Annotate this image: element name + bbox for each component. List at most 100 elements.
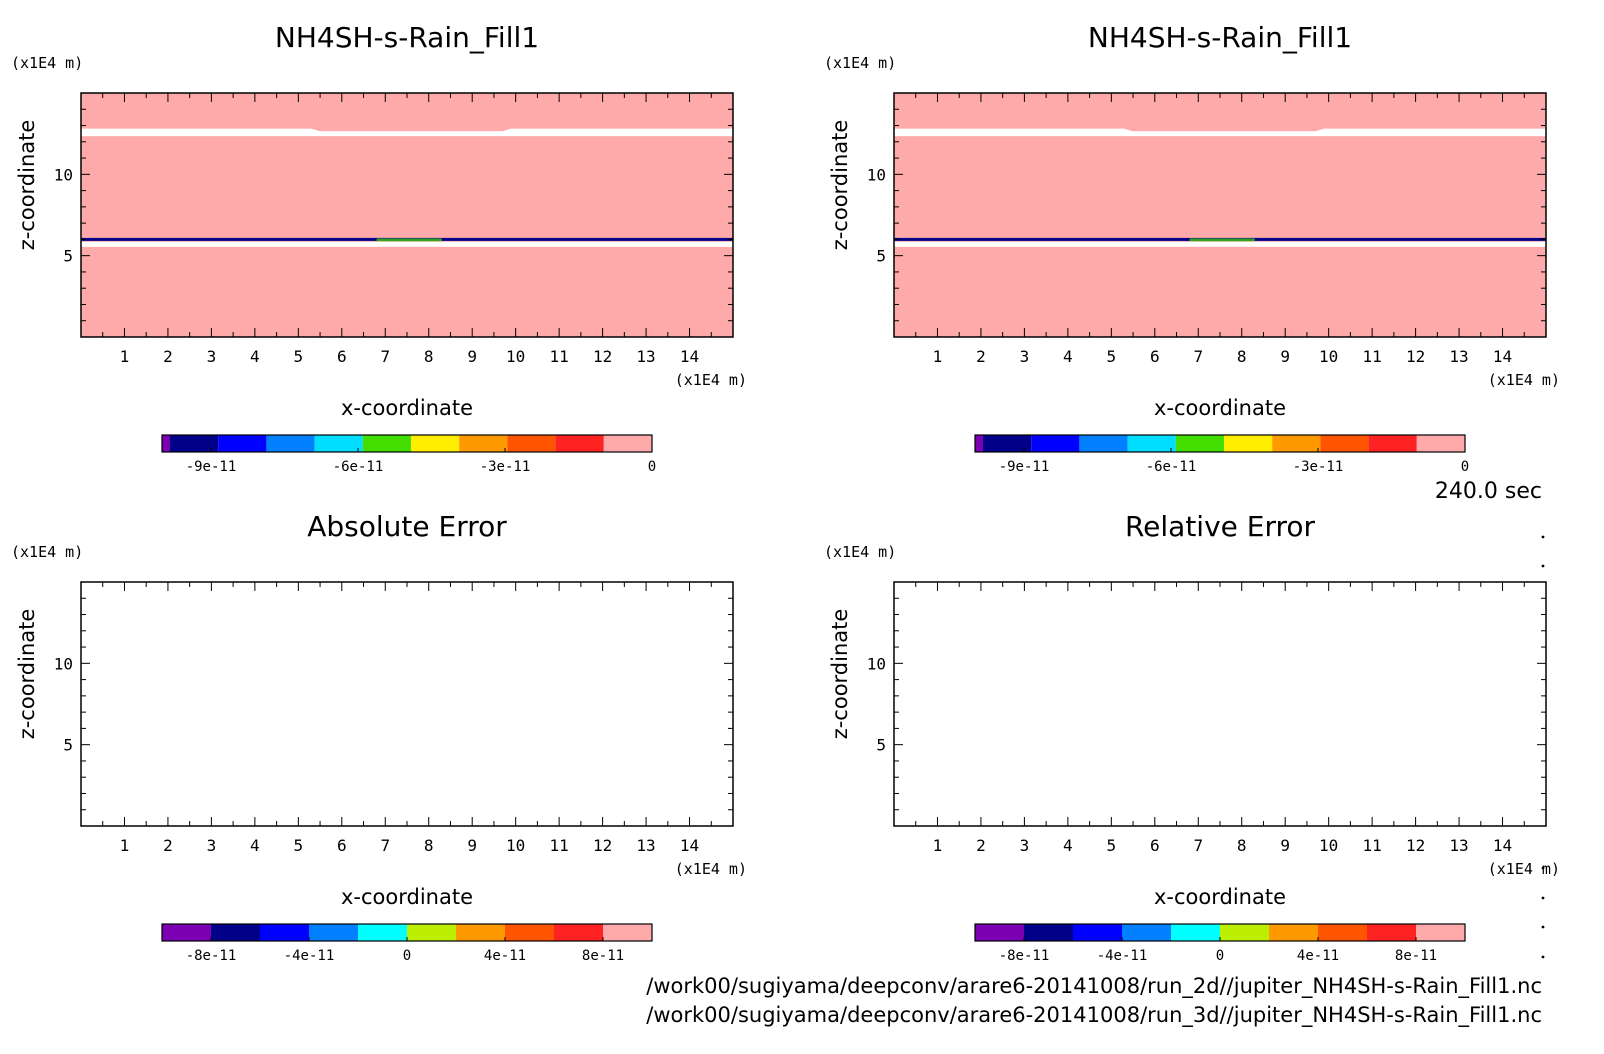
x-tick-label: 9 xyxy=(1280,836,1290,855)
x-tick-label: 8 xyxy=(1237,836,1247,855)
x-tick-label: 10 xyxy=(1319,836,1338,855)
x-tick-label: 6 xyxy=(337,347,347,366)
heatmap-feature-upper-edge xyxy=(81,128,733,132)
x-tick-label: 13 xyxy=(1449,347,1468,366)
x-tick-label: 4 xyxy=(1063,347,1073,366)
panel-title: Relative Error xyxy=(1125,510,1316,543)
colorbar: -8e-11 -4e-11 0 4e-11 8e-11 xyxy=(161,923,653,964)
x-tick-label: 13 xyxy=(636,836,655,855)
colorbar-segment xyxy=(411,435,460,452)
colorbar-segment xyxy=(603,924,652,941)
x-tick-label: 12 xyxy=(1406,347,1425,366)
colorbar-tick-label: -3e-11 xyxy=(1293,459,1344,475)
y-tick-label: 10 xyxy=(54,654,73,673)
heatmap-field xyxy=(81,582,733,826)
y-tick-label: 5 xyxy=(876,736,886,755)
x-tick-label: 14 xyxy=(1493,347,1512,366)
colorbar-segment xyxy=(1416,435,1465,452)
x-tick-label: 13 xyxy=(636,347,655,366)
x-tick-label: 6 xyxy=(1150,347,1160,366)
colorbar-segment xyxy=(314,435,363,452)
x-tick-label: 4 xyxy=(250,836,260,855)
margin-dot xyxy=(1541,535,1545,539)
colorbar-tick-label: -6e-11 xyxy=(1146,459,1197,475)
colorbar-segment xyxy=(362,435,411,452)
colorbar-segment xyxy=(358,924,407,941)
x-tick-label: 9 xyxy=(467,836,477,855)
x-tick-label: 7 xyxy=(1193,836,1203,855)
x-tick-label: 12 xyxy=(593,836,612,855)
y-tick-label: 5 xyxy=(63,247,73,266)
panel-bottom-right: Relative Error(x1E4 m)1 2 3 4 5 6 7 8 9 10 11 12 13 1… xyxy=(824,510,1560,964)
x-tick-label: 14 xyxy=(680,836,699,855)
colorbar-frame xyxy=(974,434,1466,453)
colorbar-segment xyxy=(975,924,1024,941)
x-tick-label: 8 xyxy=(1237,347,1247,366)
y-tick-label: 5 xyxy=(876,247,886,266)
colorbar-segment xyxy=(162,924,211,941)
heatmap-feature-upper-gap xyxy=(894,131,1546,137)
heatmap-feature-green-patch xyxy=(376,238,442,242)
colorbar-segment xyxy=(1171,924,1220,941)
panel-title: Absolute Error xyxy=(307,510,507,543)
x-tick-label: 1 xyxy=(933,836,943,855)
z-unit-label: (x1E4 m) xyxy=(11,543,83,561)
colorbar: -9e-11 -6e-11 -3e-11 0 xyxy=(974,434,1469,475)
x-tick-label: 8 xyxy=(424,347,434,366)
x-tick-label: 1 xyxy=(120,347,130,366)
colorbar-segment xyxy=(507,435,556,452)
colorbar-segment xyxy=(407,924,456,941)
margin-dot xyxy=(1541,896,1545,900)
x-tick-label: 6 xyxy=(337,836,347,855)
colorbar-segment xyxy=(170,435,219,452)
x-tick-label: 2 xyxy=(976,347,986,366)
x-tick-label: 3 xyxy=(207,836,217,855)
file-path-1: /work00/sugiyama/deepconv/arare6-2014100… xyxy=(646,974,1542,999)
x-tick-label: 7 xyxy=(1193,347,1203,366)
y-tick-label: 5 xyxy=(63,736,73,755)
x-axis-label: x-coordinate xyxy=(341,885,473,909)
x-tick-label: 3 xyxy=(1020,836,1030,855)
colorbar-segment xyxy=(554,924,603,941)
heatmap-feature-lower-gap xyxy=(81,241,733,247)
x-tick-label: 11 xyxy=(1363,347,1382,366)
colorbar-segment xyxy=(1024,924,1073,941)
colorbar-tick-label: -9e-11 xyxy=(999,459,1050,475)
z-unit-label: (x1E4 m) xyxy=(824,54,896,72)
colorbar-segment xyxy=(1073,924,1122,941)
x-tick-label: 8 xyxy=(424,836,434,855)
x-unit-label: (x1E4 m) xyxy=(675,860,747,878)
colorbar-segment xyxy=(505,924,554,941)
panel-title: NH4SH-s-Rain_Fill1 xyxy=(275,21,539,54)
x-tick-label: 7 xyxy=(380,836,390,855)
colorbar-tick-label: 0 xyxy=(1216,948,1224,964)
colorbar-segment xyxy=(1416,924,1465,941)
colorbar-segment xyxy=(1079,435,1128,452)
x-tick-label: 6 xyxy=(1150,836,1160,855)
y-axis-label: z-coordinate xyxy=(828,120,852,251)
colorbar-tick-label: -3e-11 xyxy=(480,459,531,475)
colorbar-segment xyxy=(456,924,505,941)
colorbar: -8e-11 -4e-11 0 4e-11 8e-11 xyxy=(974,923,1466,964)
x-tick-label: 13 xyxy=(1449,836,1468,855)
x-tick-label: 3 xyxy=(207,347,217,366)
colorbar-segment xyxy=(1272,435,1321,452)
heatmap-feature-lower-gap xyxy=(894,241,1546,247)
heatmap-feature-green-patch xyxy=(1189,238,1255,242)
x-tick-label: 1 xyxy=(933,347,943,366)
panel-top-left: NH4SH-s-Rain_Fill1(x1E4 m)1 2 3 4 5 6 7 8 9 10 11 1… xyxy=(11,21,747,475)
x-tick-label: 10 xyxy=(1319,347,1338,366)
colorbar-segment xyxy=(218,435,267,452)
x-tick-label: 5 xyxy=(1107,347,1117,366)
x-tick-label: 4 xyxy=(1063,836,1073,855)
file-path-2: /work00/sugiyama/deepconv/arare6-2014100… xyxy=(646,1003,1542,1028)
colorbar-tick-label: 0 xyxy=(648,459,656,475)
colorbar-tick-label: 0 xyxy=(1461,459,1469,475)
y-axis-label: z-coordinate xyxy=(828,609,852,740)
x-unit-label: (x1E4 m) xyxy=(1488,371,1560,389)
colorbar-segment xyxy=(1220,924,1269,941)
x-tick-label: 5 xyxy=(294,836,304,855)
panel-bottom-left: Absolute Error(x1E4 m)1 2 3 4 5 6 7 8 9 10 11 12 13 1… xyxy=(11,510,747,964)
margin-dot xyxy=(1541,925,1545,929)
